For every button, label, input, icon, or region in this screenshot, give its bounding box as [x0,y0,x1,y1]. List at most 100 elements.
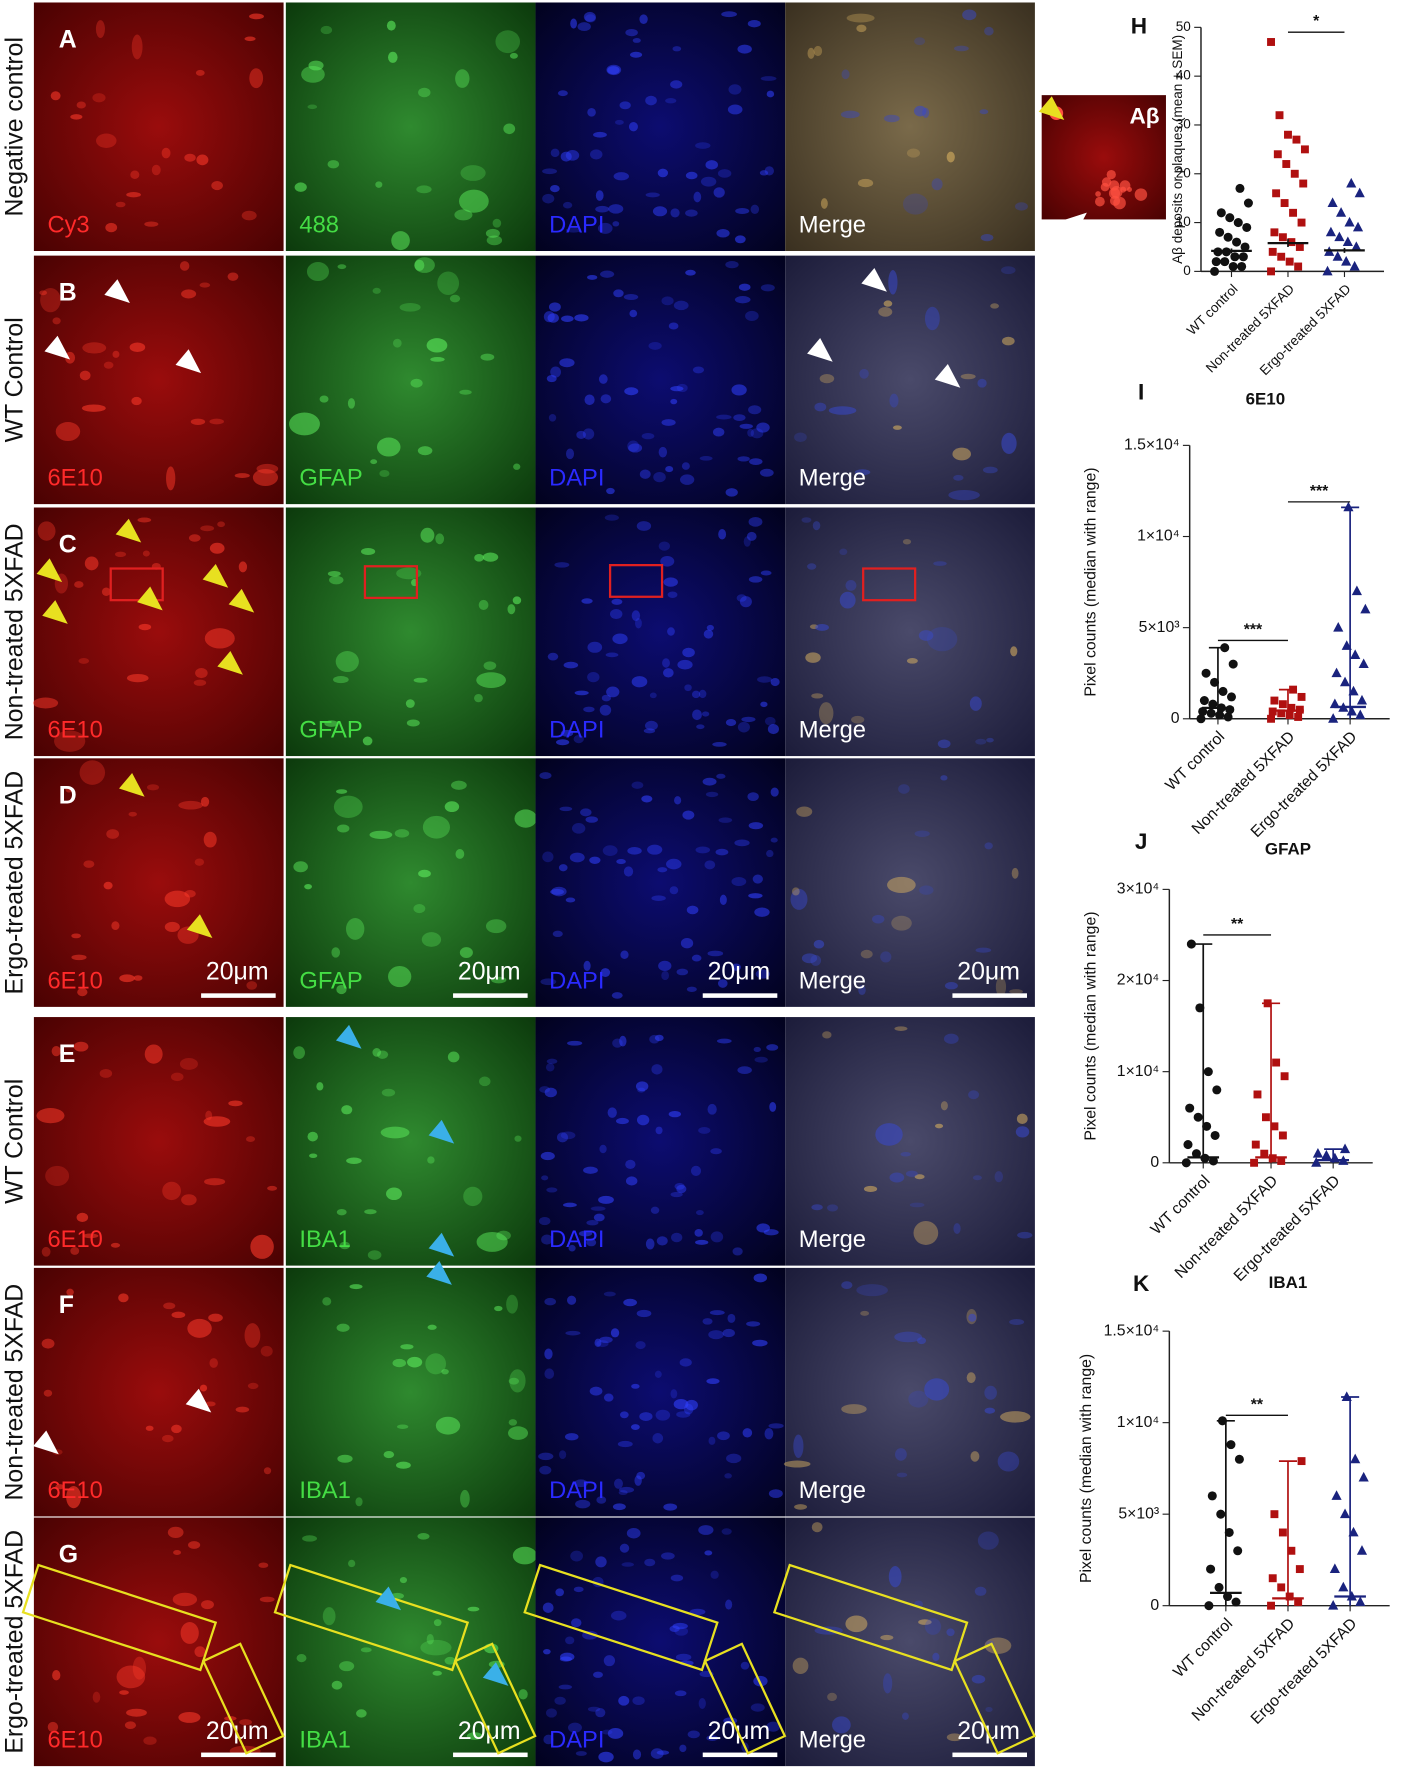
texture [546,1058,558,1064]
texture [239,1719,252,1726]
texture [692,366,705,374]
scale-bar-label: 20μm [206,959,269,986]
scale-bar [453,1752,528,1758]
texture [648,341,662,350]
texture [518,1689,528,1700]
texture [636,521,652,531]
texture [82,342,107,354]
y-tick-label: 1.5×10⁴ [1104,1322,1160,1339]
texture [889,393,899,408]
texture [727,1313,736,1323]
texture [578,1230,593,1237]
texture [39,290,47,296]
texture [105,222,118,233]
data-point [1232,237,1242,247]
texture [953,45,969,52]
arrowhead [934,363,961,388]
texture [37,521,56,541]
texture [888,270,898,295]
data-point [1251,1140,1260,1149]
texture [360,1647,372,1653]
texture [512,596,522,605]
data-point [1231,1597,1241,1607]
texture [841,69,850,80]
texture [641,795,653,803]
texture [1106,169,1116,180]
texture [894,1331,923,1343]
texture [247,1382,259,1390]
texture [653,472,666,483]
data-point [1272,189,1281,198]
texture [590,1206,606,1211]
texture [926,626,958,652]
texture [545,1063,555,1072]
texture [661,419,676,426]
texture [196,154,209,166]
micrograph [785,2,1035,252]
texture [309,1153,318,1159]
texture [570,1618,582,1628]
texture [669,886,679,895]
texture [593,131,607,138]
texture [968,1090,980,1100]
texture [333,676,349,684]
y-tick-label: 50 [1176,19,1191,34]
texture [339,1241,351,1250]
data-point [1331,1490,1342,1500]
x-tick-label: WT control [1184,281,1241,338]
texture [650,1748,664,1759]
texture [181,1194,197,1206]
texture [550,888,564,895]
texture [681,462,690,470]
arrowhead [228,588,255,613]
texture [327,160,340,169]
texture [812,521,821,531]
texture [162,1181,181,1201]
texture [544,1297,556,1306]
texture [370,459,378,465]
texture [234,473,250,479]
texture [654,1370,662,1378]
texture [548,302,561,312]
texture [619,1411,629,1419]
data-point [1253,1090,1262,1099]
texture [92,93,106,103]
data-point [1226,692,1237,702]
texture [593,1671,603,1678]
significance-label: *** [1310,483,1329,500]
texture [540,1151,555,1161]
texture [670,80,683,89]
texture [712,742,727,747]
texture [474,694,483,703]
channel-label: Merge [799,1227,866,1253]
texture [946,1733,963,1742]
texture [79,370,91,381]
texture [946,151,955,163]
texture [725,1599,733,1610]
texture [715,848,729,856]
data-point [1216,1509,1226,1519]
texture [764,1428,774,1440]
texture [713,187,725,198]
row-label: Ergo-treated 5XFAD [1,771,28,995]
texture [547,652,559,661]
texture [574,690,589,696]
texture [416,185,432,194]
texture [480,353,495,361]
x-tick-label: Ergo-treated 5XFAD [1231,1172,1344,1285]
texture [188,534,201,542]
x-tick-label: WT control [1162,728,1228,794]
texture [417,446,433,456]
texture [538,1452,554,1461]
texture [559,806,573,812]
data-point [1287,703,1296,712]
panel-letter: G [59,1542,78,1569]
texture [985,1706,993,1713]
texture [576,430,586,439]
data-point [1299,179,1308,188]
texture [545,1708,557,1718]
significance-label: ** [1231,916,1244,933]
texture [609,609,623,620]
channel-label: DAPI [549,717,604,743]
texture [734,839,750,847]
